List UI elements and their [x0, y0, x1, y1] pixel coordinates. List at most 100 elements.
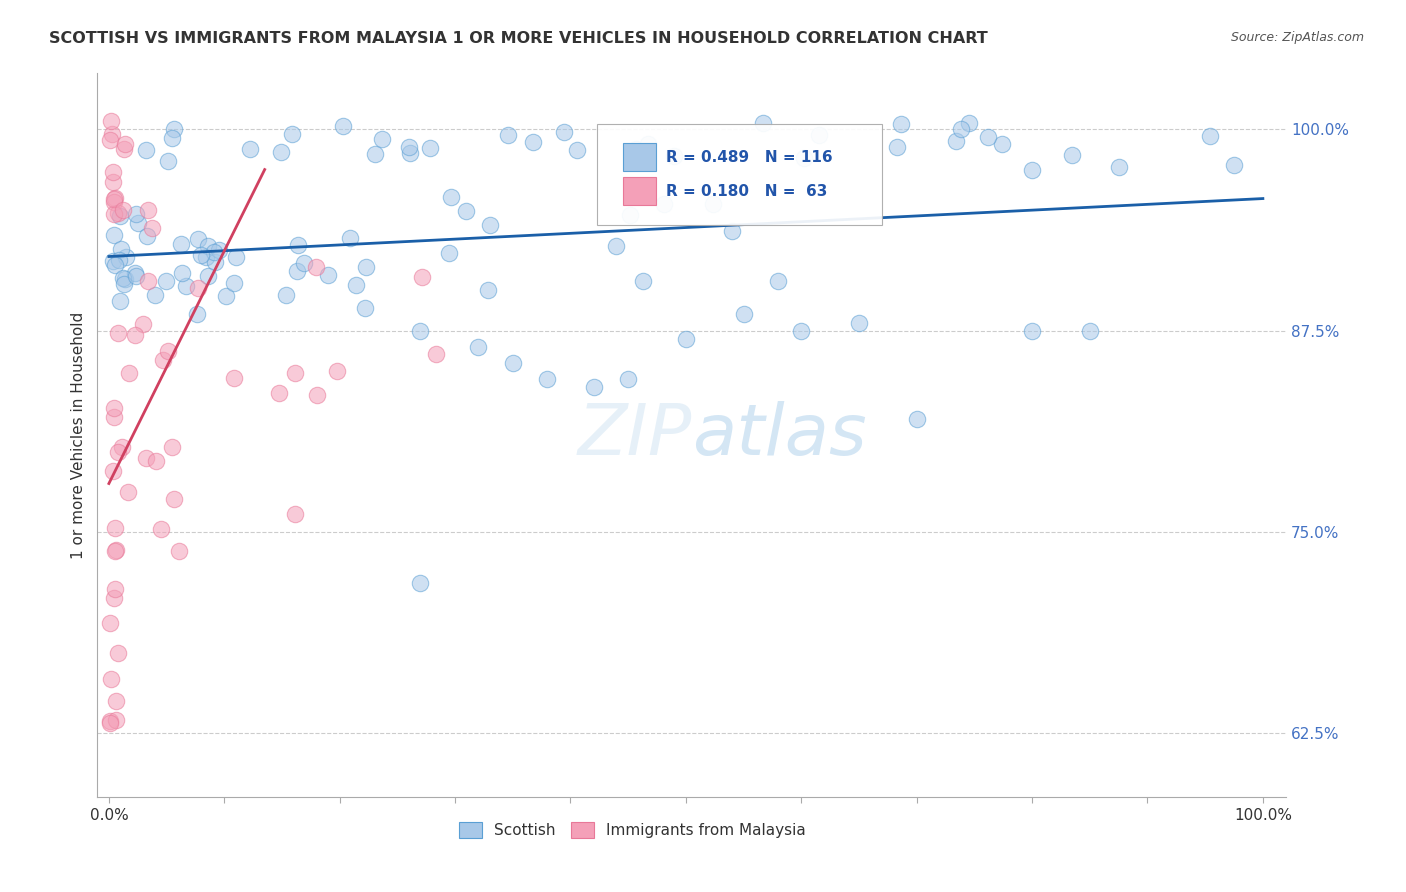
Point: [103, 401, 125, 415]
Point: [108, 294, 131, 309]
Point: [145, 454, 167, 468]
Point: [112, 270, 135, 285]
Point: [105, 543, 128, 558]
Point: [467, 340, 489, 354]
Point: [637, 137, 659, 152]
Point: [305, 388, 328, 402]
Point: [135, 143, 157, 157]
Point: [132, 317, 155, 331]
Point: [162, 491, 184, 506]
Point: [326, 364, 349, 378]
Point: [112, 142, 135, 156]
Point: [1108, 160, 1130, 174]
Point: [103, 544, 125, 558]
Point: [332, 119, 354, 133]
Point: [157, 344, 180, 359]
Point: [195, 250, 218, 264]
Point: [125, 207, 148, 221]
Point: [751, 116, 773, 130]
Point: [502, 356, 524, 370]
Point: [890, 117, 912, 131]
Point: [190, 248, 212, 262]
Point: [170, 266, 193, 280]
Point: [356, 260, 378, 275]
Point: [110, 242, 132, 256]
Point: [553, 125, 575, 139]
Point: [107, 445, 129, 459]
Point: [222, 276, 245, 290]
FancyBboxPatch shape: [623, 178, 657, 205]
Point: [208, 243, 231, 257]
Point: [202, 245, 225, 260]
Point: [339, 231, 361, 245]
Point: [160, 131, 183, 145]
Point: [104, 582, 127, 596]
Point: [619, 208, 641, 222]
Point: [721, 224, 744, 238]
Point: [174, 279, 197, 293]
Point: [425, 347, 447, 361]
Point: [624, 142, 647, 156]
Point: [103, 175, 125, 189]
Point: [1021, 324, 1043, 338]
Point: [104, 521, 127, 535]
Point: [675, 332, 697, 346]
Point: [1060, 147, 1083, 161]
Legend: Scottish, Immigrants from Malaysia: Scottish, Immigrants from Malaysia: [453, 816, 811, 844]
Point: [112, 202, 135, 217]
Point: [103, 228, 125, 243]
Point: [104, 258, 127, 272]
Point: [807, 128, 830, 143]
Point: [103, 409, 125, 424]
Point: [118, 366, 141, 380]
Point: [136, 274, 159, 288]
Point: [284, 366, 307, 380]
Point: [354, 301, 377, 316]
Point: [127, 216, 149, 230]
Y-axis label: 1 or more Vehicles in Household: 1 or more Vehicles in Household: [72, 311, 86, 558]
Point: [440, 190, 463, 204]
Point: [111, 441, 134, 455]
Point: [103, 194, 125, 209]
Point: [100, 114, 122, 128]
Point: [270, 145, 292, 159]
Point: [98, 133, 121, 147]
Point: [977, 129, 1000, 144]
Point: [101, 463, 124, 477]
Point: [567, 143, 589, 157]
Point: [886, 140, 908, 154]
Point: [479, 218, 502, 232]
Point: [702, 197, 724, 211]
Point: [157, 153, 180, 168]
Text: ZIP: ZIP: [578, 401, 692, 470]
Point: [149, 522, 172, 536]
Point: [437, 245, 460, 260]
Point: [631, 274, 654, 288]
FancyBboxPatch shape: [596, 124, 882, 225]
Point: [170, 236, 193, 251]
Point: [186, 307, 208, 321]
Point: [103, 207, 125, 221]
Point: [364, 147, 387, 161]
FancyBboxPatch shape: [623, 144, 657, 170]
Point: [124, 328, 146, 343]
Point: [107, 646, 129, 660]
Point: [222, 370, 245, 384]
Point: [344, 277, 367, 292]
Point: [793, 151, 815, 165]
Point: [1199, 128, 1222, 143]
Point: [114, 250, 136, 264]
Point: [187, 231, 209, 245]
Point: [103, 192, 125, 206]
Point: [316, 268, 339, 282]
Point: [225, 250, 247, 264]
Text: R = 0.180   N =  63: R = 0.180 N = 63: [665, 184, 827, 199]
Point: [124, 266, 146, 280]
Point: [214, 288, 236, 302]
Point: [160, 440, 183, 454]
Point: [409, 324, 432, 338]
Point: [117, 484, 139, 499]
Point: [477, 283, 499, 297]
Point: [101, 128, 124, 142]
Point: [662, 149, 685, 163]
